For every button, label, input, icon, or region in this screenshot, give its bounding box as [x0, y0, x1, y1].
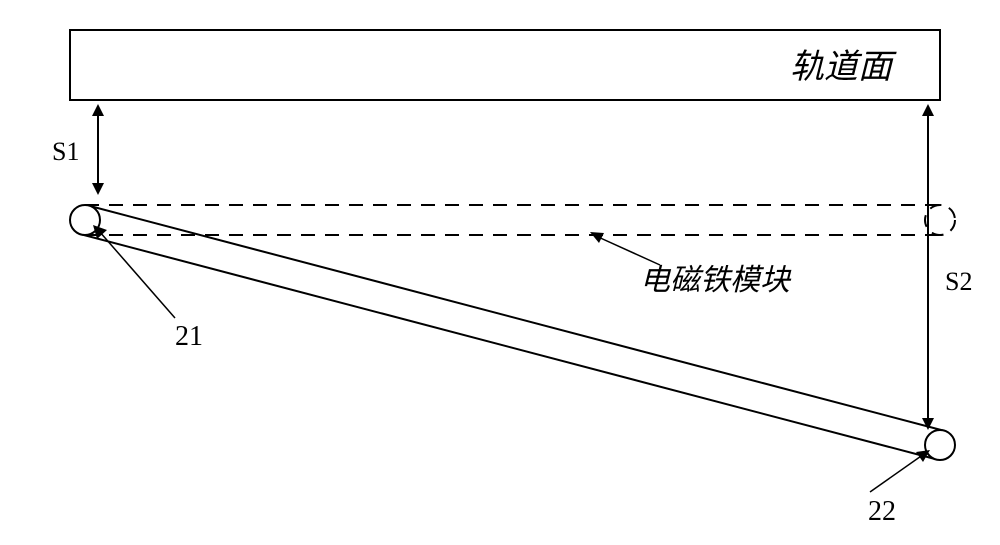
ref-21-group: 21	[93, 225, 203, 352]
module-label: 电磁铁模块	[640, 264, 792, 297]
diagram-svg: 轨道面 S1 S2	[0, 0, 1000, 545]
ref-22-group: 22	[868, 450, 930, 527]
ref-22-label: 22	[868, 496, 896, 527]
gap-s1-label: S1	[52, 137, 79, 166]
gap-s2: S2	[922, 104, 972, 430]
ref-21-label: 21	[175, 321, 203, 352]
module-label-group: 电磁铁模块	[590, 232, 792, 297]
gap-s1: S1	[52, 104, 104, 195]
pivot-22	[925, 430, 955, 460]
diagram-container: 轨道面 S1 S2	[0, 0, 1000, 545]
dashed-module	[85, 205, 955, 235]
track-label: 轨道面	[790, 49, 897, 86]
gap-s2-label: S2	[945, 267, 972, 296]
